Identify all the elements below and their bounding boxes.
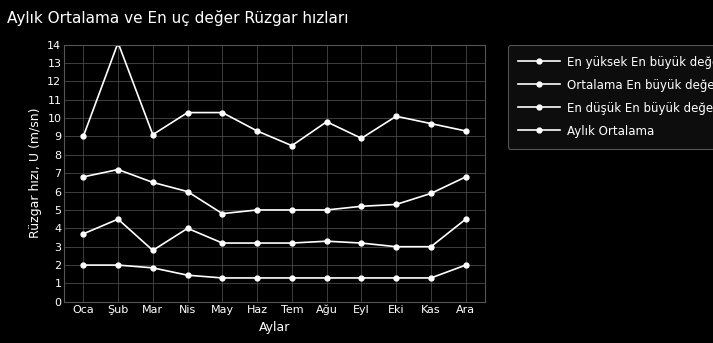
X-axis label: Aylar: Aylar: [259, 321, 290, 334]
Legend: En yüksek En büyük değer, Ortalama En büyük değer, En düşük En büyük değer, Aylı: En yüksek En büyük değer, Ortalama En bü…: [508, 45, 713, 149]
Y-axis label: Rüzgar hızı, U (m/sn): Rüzgar hızı, U (m/sn): [29, 108, 42, 238]
Text: Aylık Ortalama ve En uç değer Rüzgar hızları: Aylık Ortalama ve En uç değer Rüzgar hız…: [7, 10, 349, 26]
